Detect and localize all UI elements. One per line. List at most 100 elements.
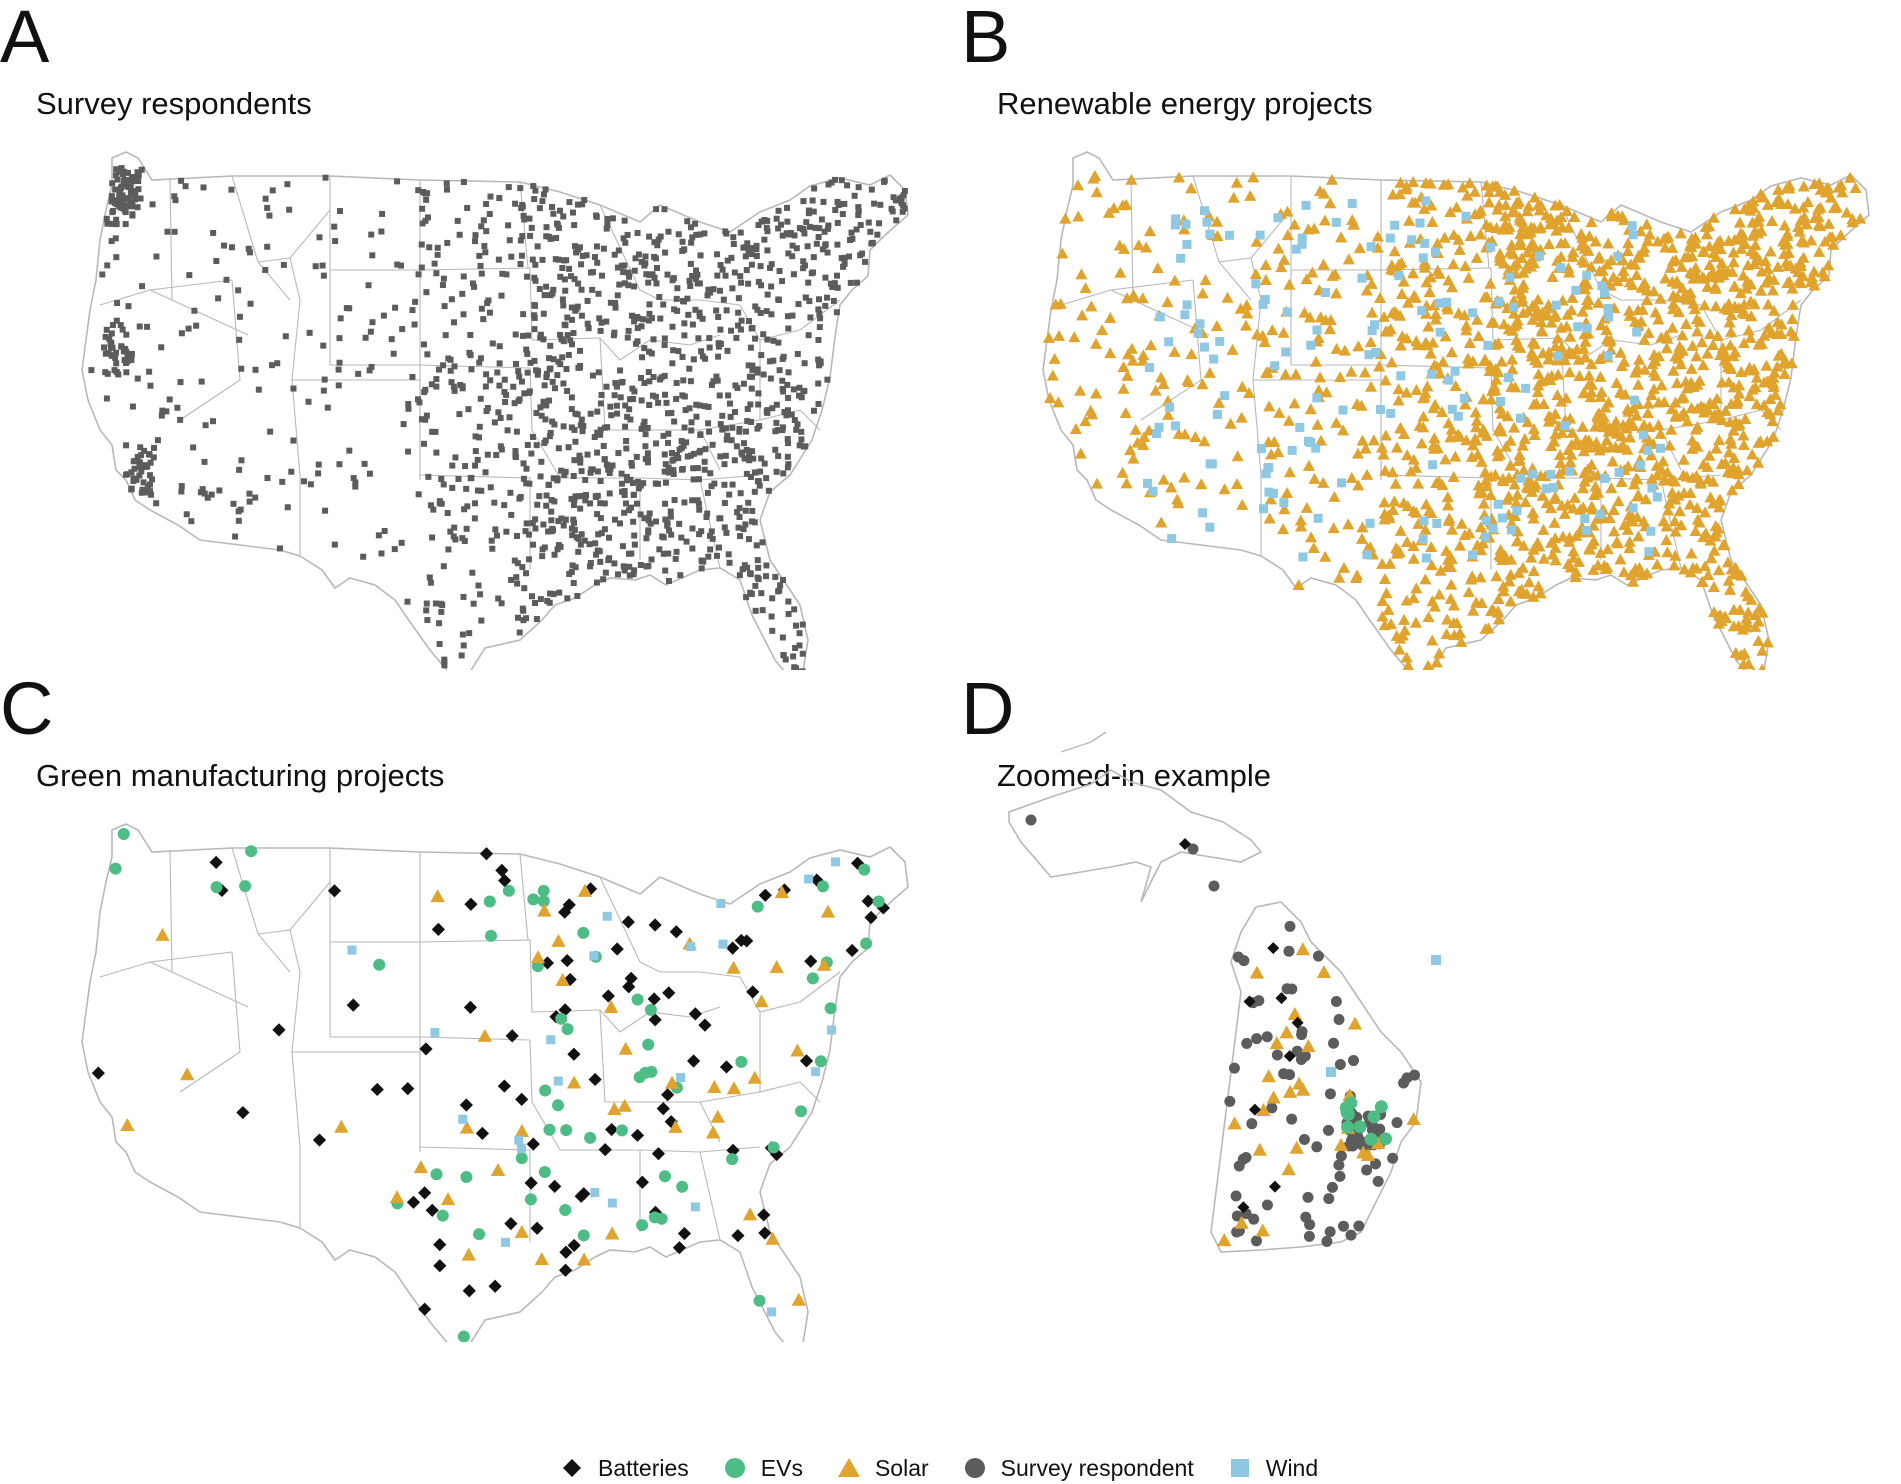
survey-point (1296, 1026, 1308, 1038)
survey-point (503, 391, 510, 398)
solar-point (1623, 535, 1636, 547)
survey-point (346, 305, 353, 312)
survey-point (714, 377, 721, 384)
survey-point (171, 193, 178, 200)
solar-point (1822, 217, 1835, 229)
survey-point (449, 462, 456, 469)
solar-point (1422, 611, 1435, 623)
solar-point (1549, 541, 1562, 553)
solar-point (1398, 624, 1411, 636)
survey-point (688, 427, 695, 434)
solar-point (1563, 345, 1576, 357)
solar-point (1567, 551, 1580, 563)
survey-point (274, 360, 281, 367)
solar-point (1388, 305, 1402, 317)
survey-point (579, 428, 586, 435)
survey-point (763, 408, 770, 415)
survey-point (526, 556, 533, 563)
survey-point (805, 210, 812, 217)
survey-point (645, 514, 652, 521)
survey-point (483, 201, 490, 208)
survey-point (660, 534, 667, 541)
survey-point (795, 301, 802, 308)
solar-point (1607, 504, 1620, 516)
survey-point (434, 251, 441, 258)
solar-point (1502, 323, 1515, 335)
ev-point (806, 972, 819, 985)
survey-point (450, 533, 457, 540)
survey-point (178, 330, 185, 337)
survey-point (753, 246, 760, 253)
survey-point (102, 350, 109, 357)
survey-point (172, 197, 179, 204)
survey-point (104, 262, 111, 269)
survey-point (1345, 1229, 1357, 1241)
survey-point (469, 569, 476, 576)
survey-point (598, 530, 605, 537)
solar-point (1492, 592, 1505, 604)
survey-point (768, 261, 775, 268)
survey-point (135, 186, 142, 193)
survey-point (799, 668, 806, 670)
solar-point (1149, 384, 1162, 396)
solar-point (1288, 397, 1301, 409)
battery-point (559, 1245, 573, 1259)
solar-point (1301, 1039, 1316, 1053)
solar-point (1494, 254, 1507, 266)
solar-point (514, 1124, 530, 1138)
survey-point (695, 476, 702, 483)
survey-point (521, 585, 528, 592)
survey-point (489, 340, 496, 347)
solar-point (1492, 424, 1505, 436)
survey-point (697, 447, 704, 454)
wind-point (1220, 391, 1230, 401)
survey-point (740, 526, 747, 533)
survey-point (792, 622, 799, 629)
survey-point (668, 531, 675, 538)
solar-point (1412, 477, 1425, 489)
survey-point (899, 208, 906, 215)
survey-point (108, 343, 115, 350)
survey-point (871, 200, 878, 207)
survey-point (676, 446, 683, 453)
solar-point (1724, 325, 1738, 337)
survey-point (694, 465, 701, 472)
state-border (292, 379, 421, 475)
solar-point (1756, 644, 1769, 656)
solar-point (1452, 307, 1465, 319)
solar-point (1537, 552, 1551, 564)
survey-point (1232, 951, 1244, 963)
survey-point (824, 249, 831, 256)
solar-point (1722, 574, 1735, 586)
solar-point (1761, 198, 1774, 210)
survey-point (1348, 1055, 1360, 1067)
wind-point (1260, 294, 1270, 304)
survey-point (486, 309, 493, 316)
survey-point (751, 469, 758, 476)
solar-point (1667, 297, 1680, 309)
survey-point (1241, 1037, 1253, 1049)
state-border (1290, 270, 1381, 366)
solar-point (1441, 491, 1454, 503)
survey-point (520, 607, 527, 614)
solar-point (1129, 423, 1142, 435)
survey-point (611, 560, 618, 567)
survey-point (736, 425, 743, 432)
survey-point (605, 557, 612, 564)
solar-point (1444, 206, 1457, 218)
solar-point (1325, 173, 1339, 185)
solar-point (1752, 634, 1765, 646)
survey-point (751, 488, 758, 495)
solar-point (1703, 328, 1717, 340)
ev-point (1341, 1120, 1355, 1134)
survey-point (601, 526, 608, 533)
survey-point (434, 244, 441, 251)
battery-point (598, 1142, 612, 1157)
survey-point (513, 532, 520, 539)
state-border (292, 1051, 421, 1147)
solar-point (1730, 396, 1743, 408)
solar-point (664, 1075, 680, 1089)
survey-point (761, 460, 768, 467)
survey-point (426, 574, 433, 581)
survey-point (637, 511, 644, 518)
